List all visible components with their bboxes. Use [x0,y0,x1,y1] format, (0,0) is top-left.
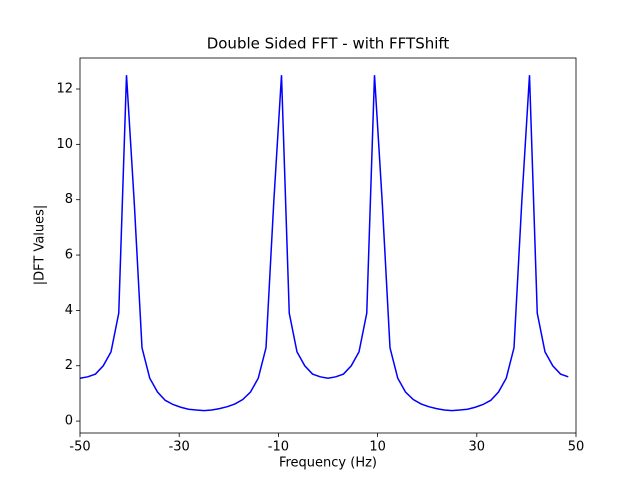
x-tick-label: -50 [69,440,90,455]
plot-frame [79,57,577,434]
y-tick-label: 6 [65,248,73,263]
y-tick-label: 10 [56,137,73,152]
y-tick-label: 2 [65,358,73,373]
x-axis-label: Frequency (Hz) [279,456,377,471]
x-tick-label: 10 [369,440,386,455]
y-tick-label: 8 [65,192,73,207]
x-tick-label: 50 [568,440,585,455]
y-tick-label: 4 [65,303,73,318]
y-tick-label: 0 [65,414,73,429]
chart-title: Double Sided FFT - with FFTShift [207,35,450,53]
x-tick-label: -30 [169,440,190,455]
y-tick-label: 12 [56,81,73,96]
x-tick-label: 30 [469,440,486,455]
x-tick-label: -10 [268,440,289,455]
y-axis-label: |DFT Values| [33,205,48,286]
data-line [79,75,569,412]
